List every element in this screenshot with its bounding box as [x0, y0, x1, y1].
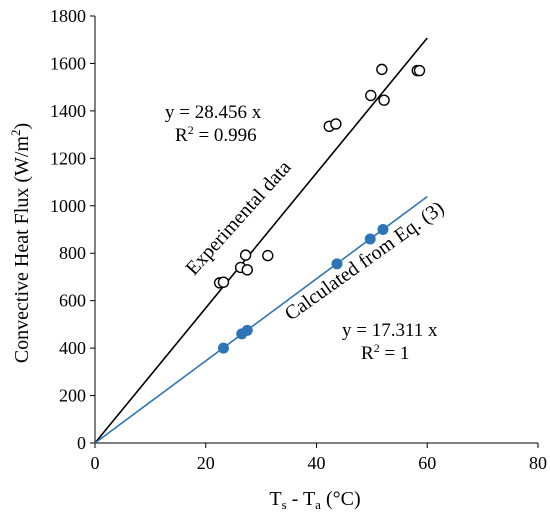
y-tick-label: 0	[77, 433, 86, 453]
calculated-data-point	[217, 342, 229, 354]
y-tick-label: 400	[59, 338, 86, 358]
x-axis-label-mid: - T	[287, 488, 316, 510]
y-tick-label: 1400	[50, 101, 86, 121]
experimental-data-point	[330, 118, 342, 130]
calculated-equation-label: y = 17.311 x	[342, 320, 438, 341]
calculated-annotation: Calculated from Eq. (3)	[281, 197, 448, 325]
calculated-r2-value: = 1	[380, 343, 410, 364]
y-tick-label: 800	[59, 243, 86, 263]
experimental-r2-label: R2 = 0.996	[175, 123, 257, 146]
calculated-data-point	[364, 233, 376, 245]
x-axis-label-sub2: a	[315, 497, 321, 512]
calculated-data-point	[377, 224, 389, 235]
experimental-r2-sup: 2	[188, 123, 194, 137]
experimental-data-point	[262, 249, 274, 262]
x-tick-label: 80	[529, 453, 547, 473]
experimental-data-point	[376, 63, 388, 76]
calculated-data-point	[241, 324, 253, 336]
axes-layer: 0 200 400 600 800 1000 1200 1400 1600 1800 0 20 40 60…	[50, 6, 547, 473]
calculated-r2-sup: 2	[374, 341, 380, 355]
y-tick-label: 1200	[50, 148, 86, 168]
x-tick-label: 40	[308, 453, 326, 473]
marks-layer	[94, 37, 428, 444]
calculated-r2-letter: R	[361, 343, 374, 364]
experimental-data-point	[217, 276, 230, 288]
experimental-data-point	[241, 264, 253, 276]
x-axis-label: Ts - Ta (°C)	[269, 488, 360, 512]
x-axis-label-sub1: s	[282, 497, 287, 512]
x-tick-label: 60	[418, 453, 436, 473]
y-tick-label: 1000	[50, 196, 86, 216]
y-tick-label: 1600	[50, 53, 86, 73]
calculated-data-point	[331, 258, 343, 270]
x-tick-label: 20	[197, 453, 215, 473]
experimental-r2-value: = 0.996	[194, 125, 257, 146]
y-axis-label-close: )	[11, 123, 33, 130]
y-axis-label: Convective Heat Flux (W/m2)	[8, 123, 33, 363]
x-axis-label-t1: T	[269, 488, 281, 510]
experimental-r2-letter: R	[175, 125, 188, 146]
experimental-data-point	[413, 64, 426, 77]
y-tick-label: 1800	[50, 6, 86, 26]
experimental-data-point	[365, 89, 377, 102]
x-axis-label-unit: (°C)	[321, 488, 361, 510]
experimental-data-point	[239, 249, 252, 261]
y-axis-label-main: Convective Heat Flux (W/m	[11, 136, 33, 364]
experimental-data-annotation: Experimental data	[182, 156, 296, 279]
y-tick-label: 600	[59, 291, 86, 311]
experimental-trendline	[94, 37, 428, 444]
calculated-r2-label: R2 = 1	[361, 341, 409, 364]
experimental-equation-label: y = 28.456 x	[165, 102, 262, 123]
experimental-data-point	[378, 94, 390, 106]
y-tick-label: 200	[59, 386, 86, 406]
y-axis-label-sup: 2	[8, 130, 23, 137]
x-tick-label: 0	[91, 453, 100, 473]
